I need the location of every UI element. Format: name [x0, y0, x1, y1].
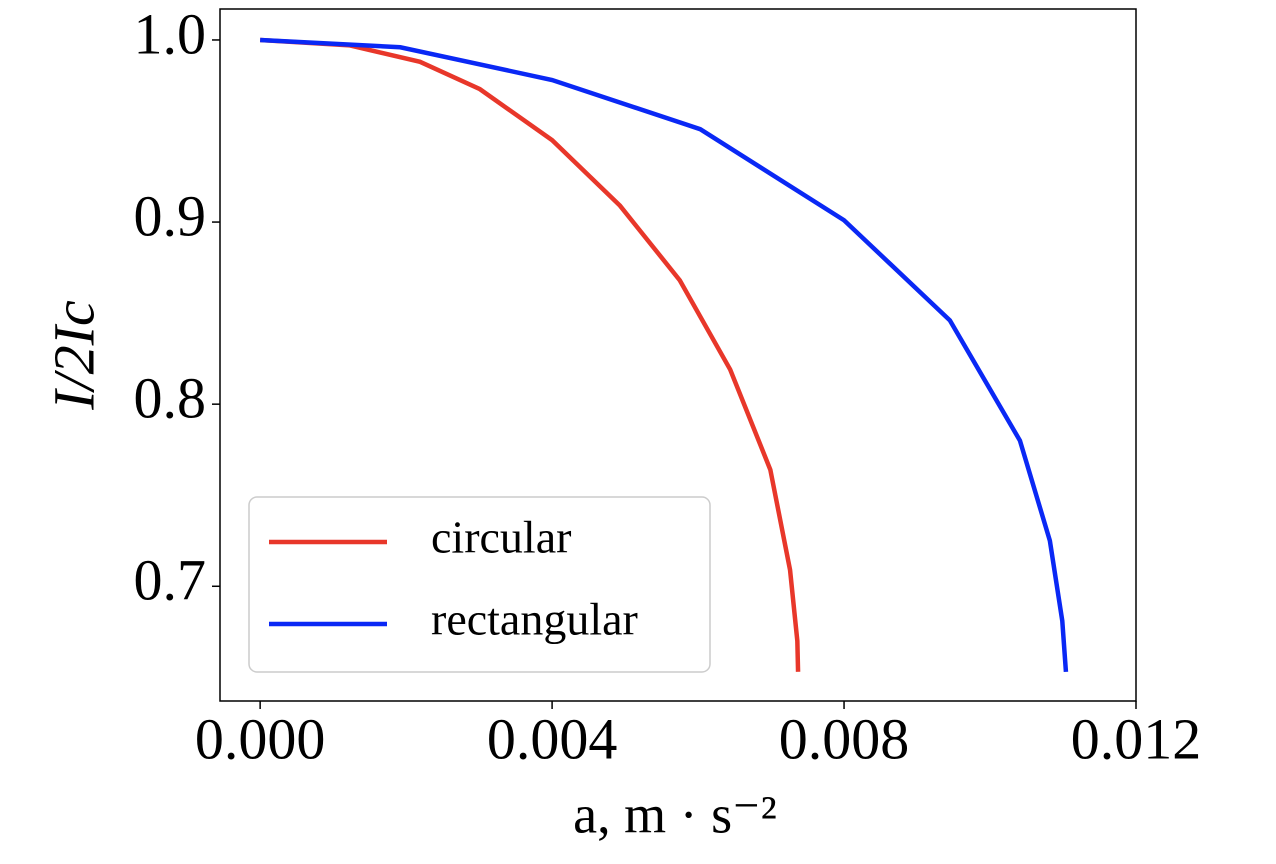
x-tick-label: 0.012	[1071, 706, 1202, 771]
plot-frame	[219, 8, 1137, 702]
y-tick-label: 0.7	[134, 548, 207, 613]
y-axis-label: I/2Ic	[41, 300, 106, 411]
x-tick-label: 0.008	[779, 706, 910, 771]
legend-label: rectangular	[431, 594, 638, 645]
line	[260, 37, 801, 672]
x-tick-label: 0.000	[195, 706, 326, 771]
x-axis-label: a, m · s⁻²	[573, 784, 777, 844]
line	[260, 37, 1069, 673]
x-tick-label: 0.004	[487, 706, 618, 771]
legend-label: circular	[431, 512, 571, 563]
y-tick-label: 0.8	[134, 365, 207, 430]
y-tick-label: 0.9	[134, 183, 207, 248]
y-tick-label: 1.0	[134, 1, 207, 66]
